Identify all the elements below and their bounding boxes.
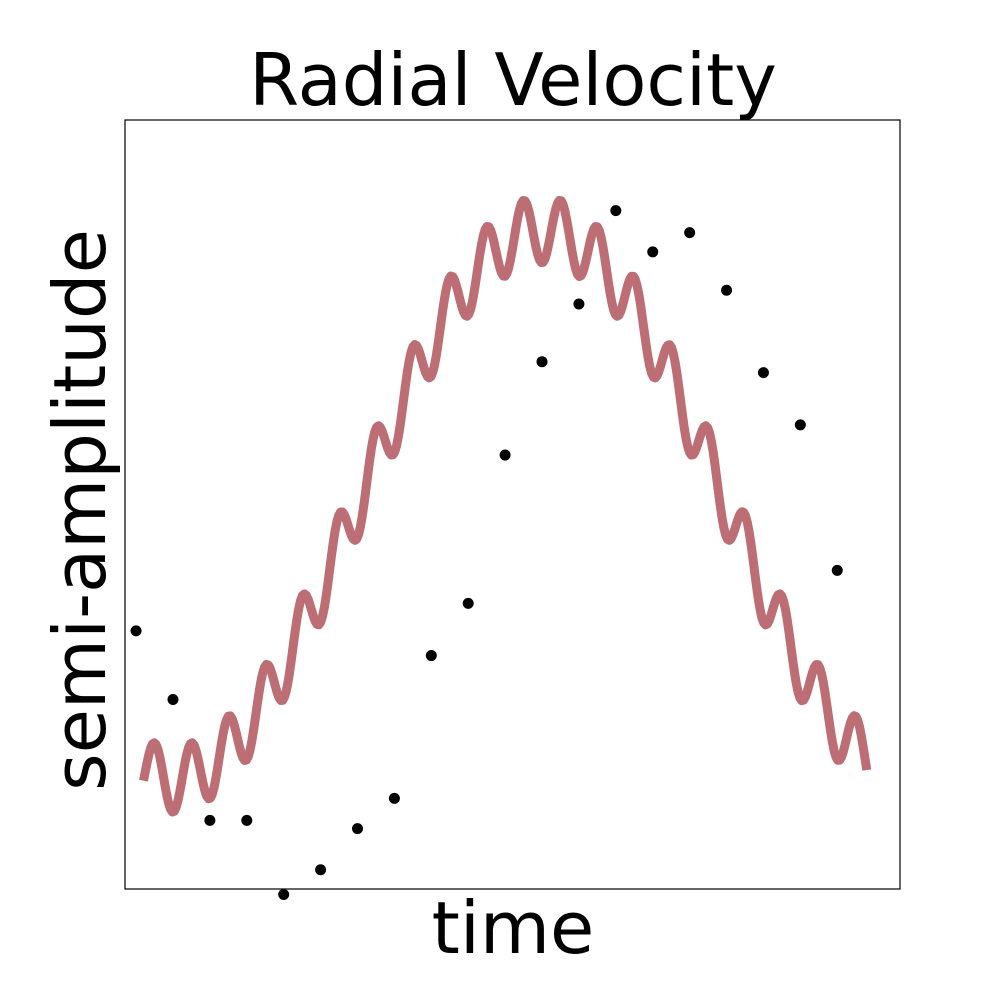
data-point xyxy=(315,864,327,876)
data-point xyxy=(204,814,216,826)
data-point xyxy=(130,625,142,637)
plot-frame xyxy=(124,119,901,890)
data-point xyxy=(831,564,843,576)
data-point xyxy=(425,650,437,662)
data-point xyxy=(167,694,179,705)
data-points-group xyxy=(130,205,843,900)
data-point xyxy=(684,227,696,239)
data-point xyxy=(499,449,511,461)
data-point xyxy=(278,888,290,900)
data-point xyxy=(388,792,400,804)
chart-title: Radial Velocity xyxy=(249,38,777,122)
y-axis-label: semi-amplitude xyxy=(38,229,122,791)
data-point xyxy=(241,814,253,826)
data-point xyxy=(721,284,733,296)
data-point xyxy=(462,597,474,609)
data-point xyxy=(794,419,806,431)
data-point xyxy=(573,298,585,310)
data-point xyxy=(610,205,622,217)
data-point xyxy=(647,246,659,258)
model-curve-line xyxy=(139,195,872,817)
data-point xyxy=(536,356,548,368)
data-point xyxy=(757,367,769,379)
x-axis-label: time xyxy=(432,886,595,970)
data-point xyxy=(352,823,363,835)
